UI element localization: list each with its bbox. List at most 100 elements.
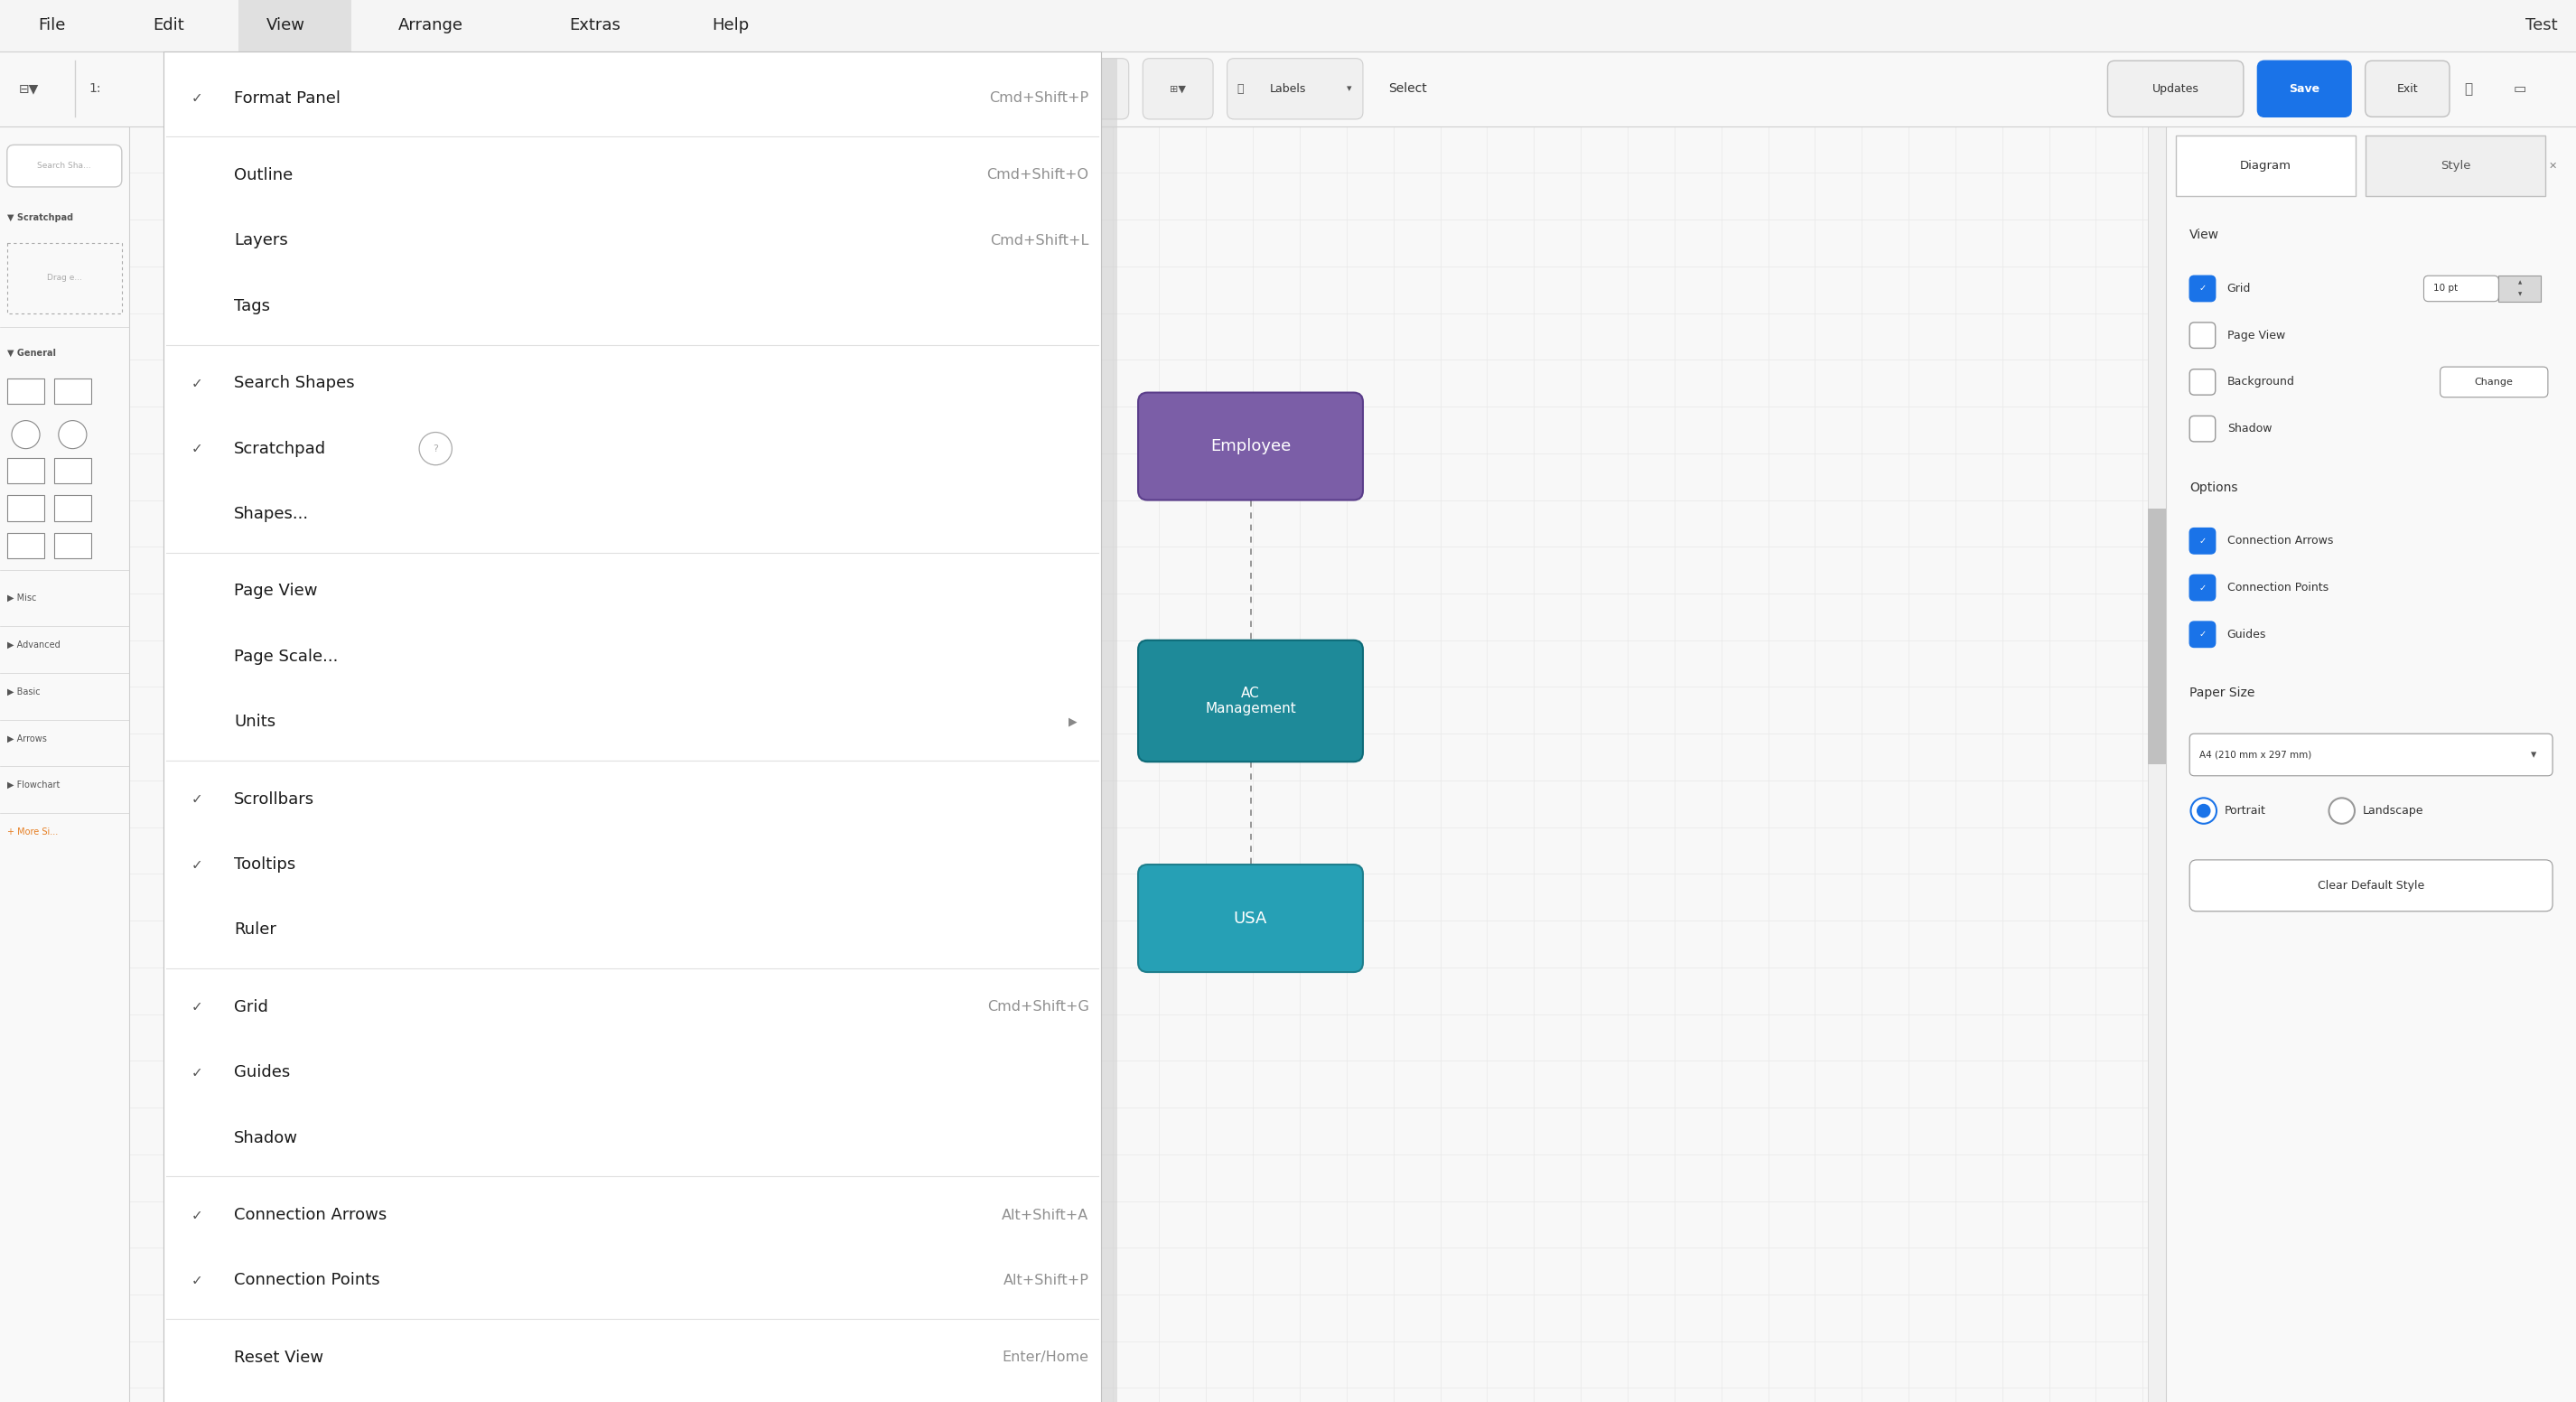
Text: ▶ Misc: ▶ Misc: [8, 593, 36, 603]
Bar: [2166, 126, 2576, 1402]
Circle shape: [13, 421, 39, 449]
Bar: [8, 495, 44, 522]
Bar: [2148, 126, 2166, 1402]
Text: Exit: Exit: [2396, 83, 2419, 95]
Text: ⊞▼: ⊞▼: [1170, 84, 1185, 94]
Text: Connection Arrows: Connection Arrows: [234, 1207, 386, 1223]
Bar: [240, 0, 350, 52]
Text: USA: USA: [1234, 910, 1267, 927]
Bar: [8, 533, 44, 558]
Text: ⤢: ⤢: [2465, 83, 2473, 95]
Text: ▶ Flowchart: ▶ Flowchart: [8, 781, 59, 789]
Text: Search Sha...: Search Sha...: [39, 161, 90, 170]
Text: Ruler: Ruler: [234, 923, 276, 938]
Text: Search Shapes: Search Shapes: [234, 376, 355, 391]
Text: ▼ General: ▼ General: [8, 348, 57, 358]
Text: ✓: ✓: [191, 1001, 204, 1014]
Text: Save: Save: [2290, 83, 2321, 95]
Bar: [8, 458, 44, 484]
Text: Cmd+Shift+P: Cmd+Shift+P: [989, 91, 1090, 105]
Text: Help: Help: [711, 18, 750, 34]
Text: →▼: →▼: [917, 84, 933, 94]
Text: ✓: ✓: [191, 1209, 204, 1221]
Bar: [54, 379, 90, 404]
Text: ✓: ✓: [191, 377, 204, 390]
Text: Arrange: Arrange: [399, 18, 464, 34]
Bar: [129, 126, 2166, 1402]
Text: Change: Change: [2476, 377, 2514, 387]
Text: Drag e...: Drag e...: [46, 273, 82, 282]
Text: Outline: Outline: [234, 167, 294, 184]
Text: Style: Style: [2439, 160, 2470, 172]
Bar: [8, 243, 121, 313]
Text: Updates: Updates: [2151, 83, 2200, 95]
FancyBboxPatch shape: [2190, 369, 2215, 395]
Text: Cmd+Shift+G: Cmd+Shift+G: [987, 1001, 1090, 1014]
Text: ▲: ▲: [2517, 280, 2522, 285]
Text: A4 (210 mm x 297 mm): A4 (210 mm x 297 mm): [2200, 750, 2311, 760]
Text: Format Panel: Format Panel: [234, 90, 340, 107]
Bar: [54, 458, 90, 484]
Text: Enter/Home: Enter/Home: [1002, 1352, 1090, 1364]
Bar: [2148, 509, 2166, 764]
Text: ✓: ✓: [2200, 629, 2205, 639]
Text: View: View: [2190, 229, 2221, 241]
Text: Landscape: Landscape: [2362, 805, 2424, 817]
Text: ▶ Basic: ▶ Basic: [8, 687, 41, 697]
FancyBboxPatch shape: [2424, 276, 2499, 301]
Text: Connection Arrows: Connection Arrows: [2228, 536, 2334, 547]
Text: ✓: ✓: [191, 91, 204, 105]
Text: Page Scale...: Page Scale...: [234, 649, 337, 665]
Text: Grid: Grid: [234, 1000, 268, 1015]
Text: ▼ Scratchpad: ▼ Scratchpad: [8, 213, 72, 222]
Text: Units: Units: [234, 714, 276, 730]
Text: Shadow: Shadow: [234, 1130, 299, 1145]
Text: Cmd+Shift+L: Cmd+Shift+L: [989, 234, 1090, 247]
Text: Portrait: Portrait: [2226, 805, 2267, 817]
Text: Cmd+Shift+O: Cmd+Shift+O: [987, 168, 1090, 182]
Text: File: File: [39, 18, 64, 34]
Text: 1:: 1:: [90, 83, 100, 95]
Text: Tooltips: Tooltips: [234, 857, 296, 872]
FancyBboxPatch shape: [2257, 60, 2352, 116]
Text: Guides: Guides: [2228, 628, 2267, 641]
Text: ✓: ✓: [2200, 285, 2205, 293]
Text: AC
Management: AC Management: [1206, 687, 1296, 715]
Text: Diagram: Diagram: [2241, 160, 2293, 172]
FancyBboxPatch shape: [2107, 60, 2244, 116]
Text: ▾: ▾: [1347, 84, 1352, 94]
Text: Test: Test: [2524, 18, 2558, 34]
FancyBboxPatch shape: [2190, 322, 2215, 348]
Bar: [2365, 136, 2545, 196]
Text: ▶: ▶: [1069, 716, 1077, 728]
Text: ▶ Arrows: ▶ Arrows: [8, 733, 46, 743]
Text: Guides: Guides: [234, 1064, 291, 1081]
Text: ⊟▼: ⊟▼: [18, 83, 39, 95]
Circle shape: [59, 421, 88, 449]
FancyBboxPatch shape: [1139, 641, 1363, 761]
Text: Select: Select: [1388, 83, 1427, 95]
Text: Alt+Shift+P: Alt+Shift+P: [1002, 1274, 1090, 1287]
Text: Reset View: Reset View: [234, 1350, 325, 1366]
Text: Scratchpad: Scratchpad: [234, 440, 327, 457]
Text: Connection Points: Connection Points: [234, 1273, 381, 1288]
Bar: [8, 379, 44, 404]
Bar: [0, 126, 129, 1402]
Bar: [165, 52, 1100, 1402]
Text: ▾: ▾: [2532, 749, 2537, 761]
Bar: [54, 495, 90, 522]
Text: ?: ?: [433, 444, 438, 453]
Circle shape: [2329, 798, 2354, 824]
Circle shape: [2190, 798, 2215, 824]
FancyBboxPatch shape: [2190, 621, 2215, 648]
Text: ▶ Advanced: ▶ Advanced: [8, 641, 59, 649]
Text: ✓: ✓: [191, 1066, 204, 1080]
Bar: [2499, 276, 2540, 301]
Text: ✓: ✓: [2200, 537, 2205, 545]
FancyBboxPatch shape: [2190, 859, 2553, 911]
FancyBboxPatch shape: [2190, 529, 2215, 554]
Bar: [2177, 136, 2357, 196]
FancyBboxPatch shape: [1144, 59, 1213, 119]
Text: Labels: Labels: [1270, 83, 1306, 95]
Text: Page View: Page View: [2228, 329, 2285, 341]
